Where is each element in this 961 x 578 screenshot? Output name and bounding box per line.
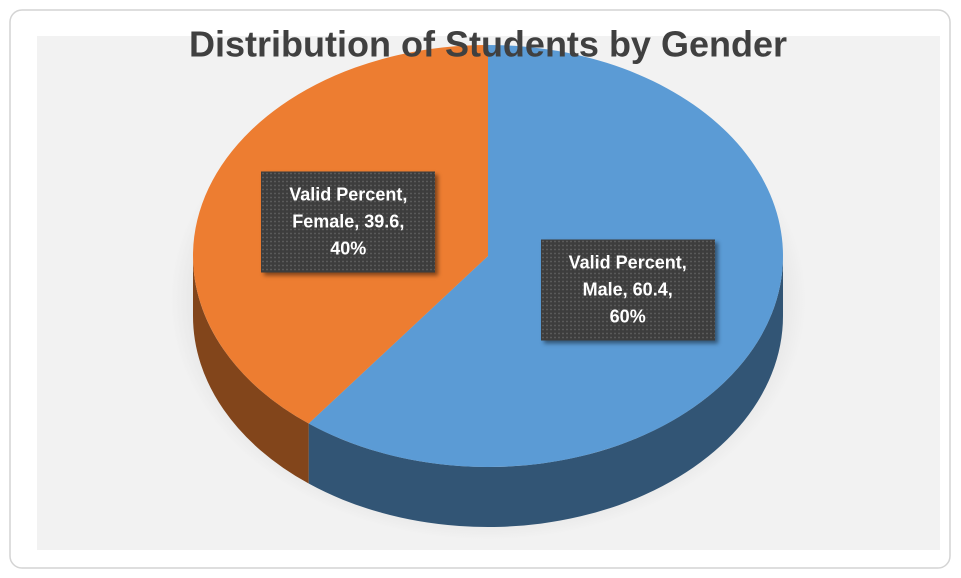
slice-side — [193, 256, 309, 484]
chart-title: Distribution of Students by Gender — [189, 24, 787, 65]
data-label: Valid Percent, Female, 39.6, 40% — [261, 171, 436, 273]
slice-side — [308, 256, 783, 527]
data-label: Valid Percent, Male, 60.4, 60% — [540, 239, 715, 341]
